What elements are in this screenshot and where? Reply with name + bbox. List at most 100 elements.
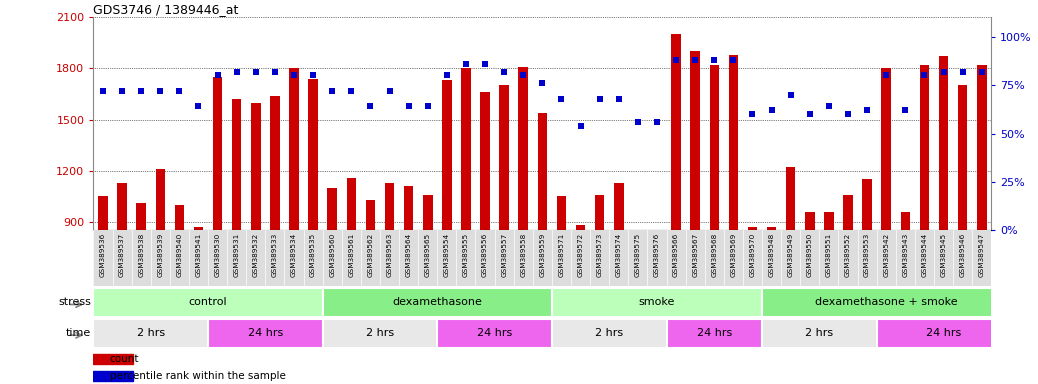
Text: GSM389551: GSM389551 (826, 233, 831, 277)
Bar (762, 288, 1010, 317)
Bar (327, 188, 337, 375)
Text: GSM389540: GSM389540 (176, 233, 183, 277)
Bar (552, 288, 762, 317)
Text: GSM389572: GSM389572 (577, 233, 583, 277)
Text: 2 hrs: 2 hrs (805, 328, 834, 338)
Point (210, 72, 226, 78)
Text: GSM389532: GSM389532 (253, 233, 258, 277)
Bar (499, 86, 509, 375)
Text: GSM389563: GSM389563 (386, 233, 392, 277)
Text: count: count (110, 354, 139, 364)
Bar (422, 195, 433, 375)
Text: GSM389565: GSM389565 (425, 233, 431, 277)
Bar (518, 67, 528, 375)
Text: GSM389571: GSM389571 (558, 233, 565, 277)
Bar (213, 77, 222, 375)
Text: dexamethasone + smoke: dexamethasone + smoke (815, 297, 957, 308)
Text: GSM389555: GSM389555 (463, 233, 469, 277)
Text: GSM389554: GSM389554 (444, 233, 449, 277)
Bar (174, 205, 184, 375)
Bar (136, 203, 146, 375)
Text: GSM389562: GSM389562 (367, 233, 374, 277)
Bar (208, 319, 323, 348)
Text: 24 hrs: 24 hrs (926, 328, 961, 338)
Text: 24 hrs: 24 hrs (477, 328, 512, 338)
Bar (99, 196, 108, 375)
Bar (385, 183, 394, 375)
Text: GSM389544: GSM389544 (922, 233, 927, 277)
Bar (595, 195, 604, 375)
Bar (461, 68, 470, 375)
Text: GSM389535: GSM389535 (310, 233, 317, 277)
Text: GSM389550: GSM389550 (807, 233, 813, 277)
Point (476, 61, 493, 67)
Point (228, 68, 245, 74)
Text: 2 hrs: 2 hrs (366, 328, 394, 338)
Point (343, 88, 359, 94)
Bar (805, 212, 815, 375)
Point (381, 88, 398, 94)
Bar (690, 51, 700, 375)
Bar (93, 354, 133, 364)
Text: GSM389548: GSM389548 (768, 233, 774, 277)
Bar (308, 79, 318, 375)
Bar (958, 86, 967, 375)
Bar (552, 319, 666, 348)
Bar (652, 235, 662, 375)
Bar (614, 183, 624, 375)
Text: stress: stress (58, 297, 91, 308)
Point (515, 72, 531, 78)
Text: GSM389541: GSM389541 (195, 233, 201, 277)
Text: GSM389576: GSM389576 (654, 233, 660, 277)
Text: time: time (66, 328, 91, 338)
Bar (117, 183, 127, 375)
Point (897, 107, 913, 113)
Point (878, 72, 895, 78)
Point (401, 103, 417, 109)
Point (94, 88, 111, 94)
Text: GSM389545: GSM389545 (940, 233, 947, 277)
Point (419, 103, 436, 109)
Bar (323, 319, 437, 348)
Text: GSM389567: GSM389567 (692, 233, 699, 277)
Point (534, 80, 550, 86)
Bar (762, 319, 877, 348)
Point (496, 68, 513, 74)
Point (954, 68, 971, 74)
Point (630, 119, 647, 125)
Text: GSM389546: GSM389546 (960, 233, 965, 277)
Point (133, 88, 149, 94)
Point (305, 72, 322, 78)
Text: smoke: smoke (638, 297, 675, 308)
Text: GSM389560: GSM389560 (329, 233, 335, 277)
Text: GSM389537: GSM389537 (119, 233, 125, 277)
Point (935, 68, 952, 74)
Bar (747, 227, 758, 375)
Text: GSM389543: GSM389543 (902, 233, 908, 277)
Bar (442, 80, 452, 375)
Bar (437, 319, 552, 348)
Point (553, 96, 570, 102)
Point (667, 57, 684, 63)
Text: GSM389575: GSM389575 (635, 233, 640, 277)
Text: GSM389530: GSM389530 (215, 233, 221, 277)
Text: GSM389547: GSM389547 (979, 233, 985, 277)
Bar (877, 319, 1010, 348)
Text: GSM389533: GSM389533 (272, 233, 278, 277)
Text: GSM389538: GSM389538 (138, 233, 144, 277)
Bar (93, 288, 323, 317)
Bar (538, 113, 547, 375)
Point (687, 57, 704, 63)
Text: GSM389564: GSM389564 (406, 233, 412, 277)
Bar (251, 103, 261, 375)
Bar (194, 227, 203, 375)
Text: GSM389569: GSM389569 (731, 233, 736, 277)
Bar (824, 212, 834, 375)
Point (592, 96, 608, 102)
Bar (365, 200, 375, 375)
Point (783, 92, 799, 98)
Bar (881, 68, 891, 375)
Bar (633, 232, 643, 375)
Bar (901, 212, 910, 375)
Bar (729, 55, 738, 375)
